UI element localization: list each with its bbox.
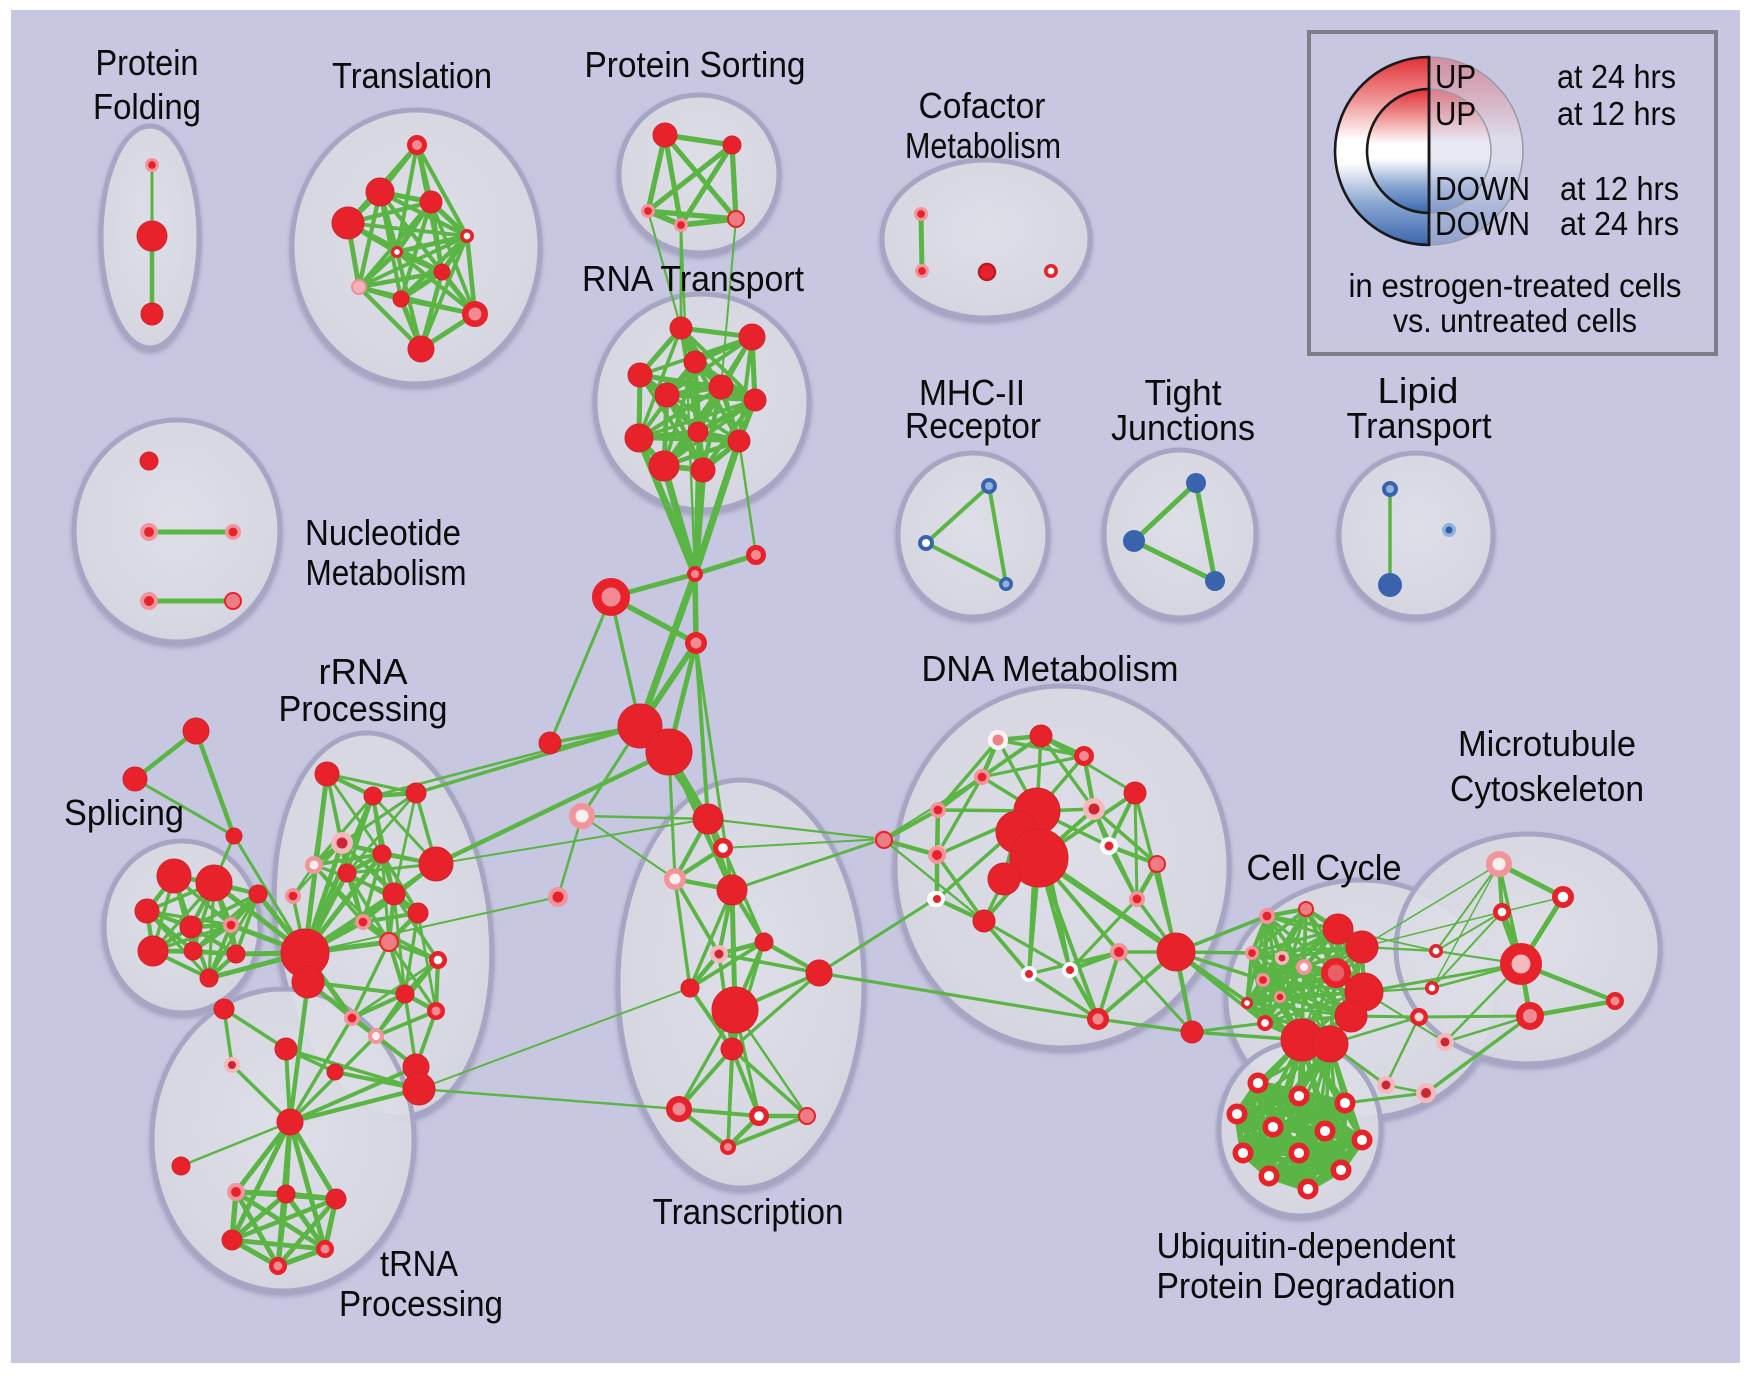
svg-text:Ubiquitin-dependent: Ubiquitin-dependent <box>1157 1225 1456 1266</box>
svg-text:Processing: Processing <box>279 688 448 729</box>
svg-text:Metabolism: Metabolism <box>306 552 467 593</box>
svg-text:Microtubule: Microtubule <box>1458 723 1636 764</box>
svg-text:UP: UP <box>1435 58 1476 95</box>
svg-text:Translation: Translation <box>332 55 492 96</box>
svg-text:Tight: Tight <box>1145 372 1222 413</box>
svg-text:Folding: Folding <box>93 86 201 127</box>
svg-text:at 24 hrs: at 24 hrs <box>1560 205 1679 242</box>
svg-text:Cytoskeleton: Cytoskeleton <box>1450 768 1644 809</box>
svg-text:Cofactor: Cofactor <box>919 85 1046 126</box>
svg-text:in estrogen-treated cells: in estrogen-treated cells <box>1349 267 1682 304</box>
svg-text:at 12 hrs: at 12 hrs <box>1560 170 1679 207</box>
svg-text:DOWN: DOWN <box>1435 205 1530 242</box>
svg-text:vs. untreated cells: vs. untreated cells <box>1393 302 1637 339</box>
svg-text:Protein: Protein <box>96 42 199 83</box>
svg-text:Junctions: Junctions <box>1111 407 1255 448</box>
svg-text:Cell Cycle: Cell Cycle <box>1247 847 1402 888</box>
svg-text:at 24 hrs: at 24 hrs <box>1557 58 1676 95</box>
svg-text:rRNA: rRNA <box>319 651 408 692</box>
svg-text:UP: UP <box>1435 95 1476 132</box>
svg-text:tRNA: tRNA <box>380 1243 458 1284</box>
svg-text:at 12 hrs: at 12 hrs <box>1557 95 1676 132</box>
svg-text:Protein Degradation: Protein Degradation <box>1157 1265 1456 1306</box>
svg-text:Transcription: Transcription <box>653 1191 844 1232</box>
svg-text:Splicing: Splicing <box>64 792 184 833</box>
svg-text:RNA Transport: RNA Transport <box>582 258 804 299</box>
svg-text:Metabolism: Metabolism <box>905 125 1061 166</box>
svg-text:MHC-II: MHC-II <box>919 372 1025 413</box>
svg-text:Transport: Transport <box>1347 405 1492 446</box>
svg-text:Protein Sorting: Protein Sorting <box>585 44 806 85</box>
svg-text:Nucleotide: Nucleotide <box>305 512 461 553</box>
svg-text:Receptor: Receptor <box>905 405 1041 446</box>
svg-text:DOWN: DOWN <box>1435 170 1530 207</box>
svg-text:Lipid: Lipid <box>1378 370 1459 411</box>
svg-text:Processing: Processing <box>339 1283 503 1324</box>
svg-text:DNA Metabolism: DNA Metabolism <box>922 648 1179 689</box>
